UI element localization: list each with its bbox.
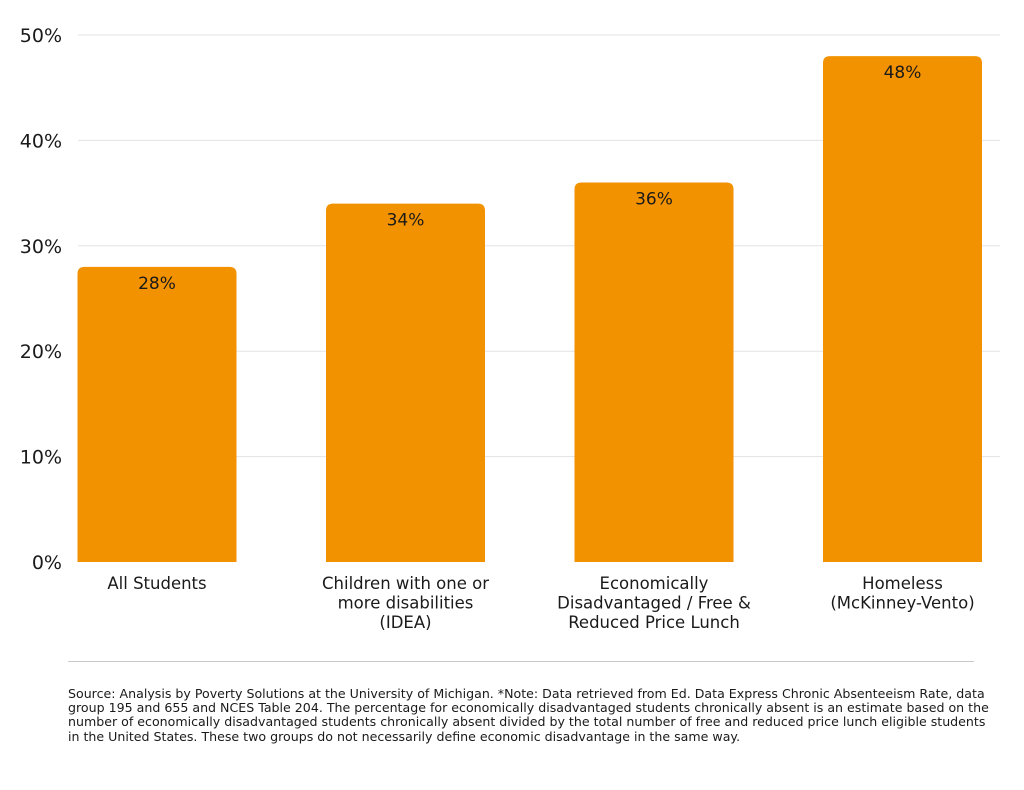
y-tick-label: 10%	[20, 447, 62, 469]
y-tick-label: 40%	[20, 130, 62, 152]
category-label-line: All Students	[107, 574, 206, 593]
bar-3	[574, 182, 734, 562]
category-label-line: Economically	[600, 574, 709, 593]
category-label-line: Disadvantaged / Free &	[557, 594, 751, 613]
bar-1	[77, 266, 237, 562]
bar-chart: 0% 10% 20% 30% 40% 50% 28% 34% 36% 48% All Stude…	[20, 25, 1000, 632]
category-label-3: Economically Disadvantaged / Free & Reduce…	[557, 574, 751, 632]
data-label-4: 48%	[884, 63, 922, 83]
y-axis-ticks: 0% 10% 20% 30% 40% 50%	[20, 25, 62, 574]
category-label-line: Children with one or	[322, 574, 489, 593]
y-tick-label: 30%	[20, 236, 62, 258]
y-tick-label: 50%	[20, 25, 62, 47]
bars	[77, 56, 982, 562]
category-label-line: (McKinney-Vento)	[830, 594, 974, 613]
category-label-4: Homeless (McKinney-Vento)	[830, 574, 974, 613]
category-labels: All Students Children with one or more dis…	[107, 574, 974, 632]
data-label-1: 28%	[138, 274, 176, 294]
source-note: Source: Analysis by Poverty Solutions at…	[68, 686, 989, 744]
category-label-1: All Students	[107, 574, 206, 593]
category-label-2: Children with one or more disabilities (ID…	[322, 574, 489, 632]
category-label-line: Reduced Price Lunch	[568, 613, 740, 632]
footer-divider	[68, 661, 974, 662]
data-labels: 28% 34% 36% 48%	[138, 63, 921, 294]
bar-4	[823, 56, 982, 562]
category-label-line: (IDEA)	[379, 613, 431, 632]
category-label-line: Homeless	[862, 574, 943, 593]
data-label-2: 34%	[387, 211, 425, 231]
bar-2	[326, 203, 485, 562]
data-label-3: 36%	[635, 190, 673, 210]
y-tick-label: 20%	[20, 341, 62, 363]
category-label-line: more disabilities	[338, 594, 474, 613]
y-tick-label: 0%	[32, 552, 62, 574]
